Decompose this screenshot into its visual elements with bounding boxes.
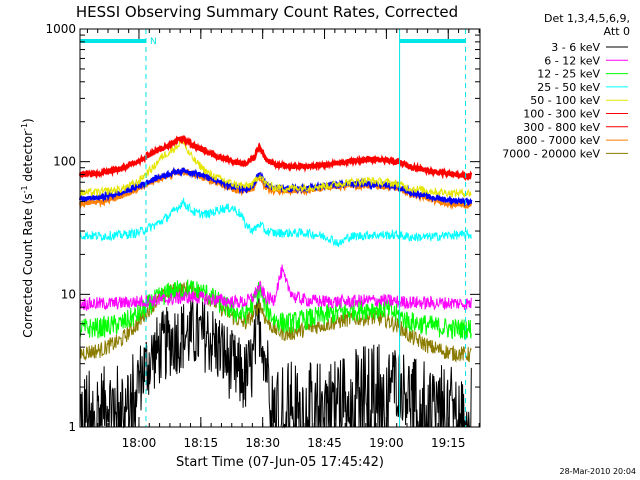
series-line-5 [79,136,473,182]
y-axis-label-mid: detector [21,131,35,186]
y-tick-label: 1 [68,420,76,434]
x-tick-label: 18:15 [184,436,219,450]
y-axis: 1 10 100 1000 [45,22,480,434]
legend-label-7: 800 - 7000 keV [516,134,600,147]
chart-title: HESSI Observing Summary Count Rates, Cor… [76,3,458,21]
x-axis-label: Start Time (07-Jun-05 17:45:42) [176,455,384,470]
y-tick-label: 1000 [45,22,76,36]
series-line-4 [79,136,472,198]
legend-label-2: 12 - 25 keV [537,68,600,81]
overlay-layer: N [79,29,467,427]
y-tick-label: 10 [61,287,76,301]
series-line-1 [79,264,472,312]
x-tick-label: 18:30 [245,436,280,450]
x-axis: 18:00 18:15 18:30 18:45 19:00 19:15 [86,29,480,450]
legend-header-line1: Det 1,3,4,5,6,9, [544,12,630,25]
night-marker-label: N [150,37,157,47]
date-stamp: 28-Mar-2010 20:04 [560,467,637,476]
legend-label-5: 100 - 300 keV [523,108,600,121]
x-tick-label: 19:00 [369,436,404,450]
x-tick-label: 19:15 [431,436,466,450]
y-tick-label: 100 [53,155,76,169]
y-axis-label-sup1: -1 [20,185,29,193]
legend-label-4: 50 - 100 keV [530,94,600,107]
plot-frame [79,28,481,428]
legend-header-line2: Att 0 [604,25,630,38]
x-tick-label: 18:00 [122,436,157,450]
legend-label-0: 3 - 6 keV [551,41,600,54]
legend-label-8: 7000 - 20000 keV [502,147,600,160]
y-axis-label-end: ) [21,118,35,123]
y-axis-label-main: Corrected Count Rate (s [21,193,35,337]
series-line-2 [79,279,472,340]
y-axis-label: Corrected Count Rate (s-1 detector-1) [20,118,35,337]
series-line-6 [79,134,473,181]
legend-label-1: 6 - 12 keV [544,54,600,67]
series-line-3 [79,197,472,248]
x-tick-label: 18:45 [307,436,342,450]
legend-label-6: 300 - 800 keV [523,121,600,134]
series-layer [79,134,473,429]
y-axis-label-sup2: -1 [20,123,29,131]
legend-label-3: 25 - 50 keV [537,81,600,94]
